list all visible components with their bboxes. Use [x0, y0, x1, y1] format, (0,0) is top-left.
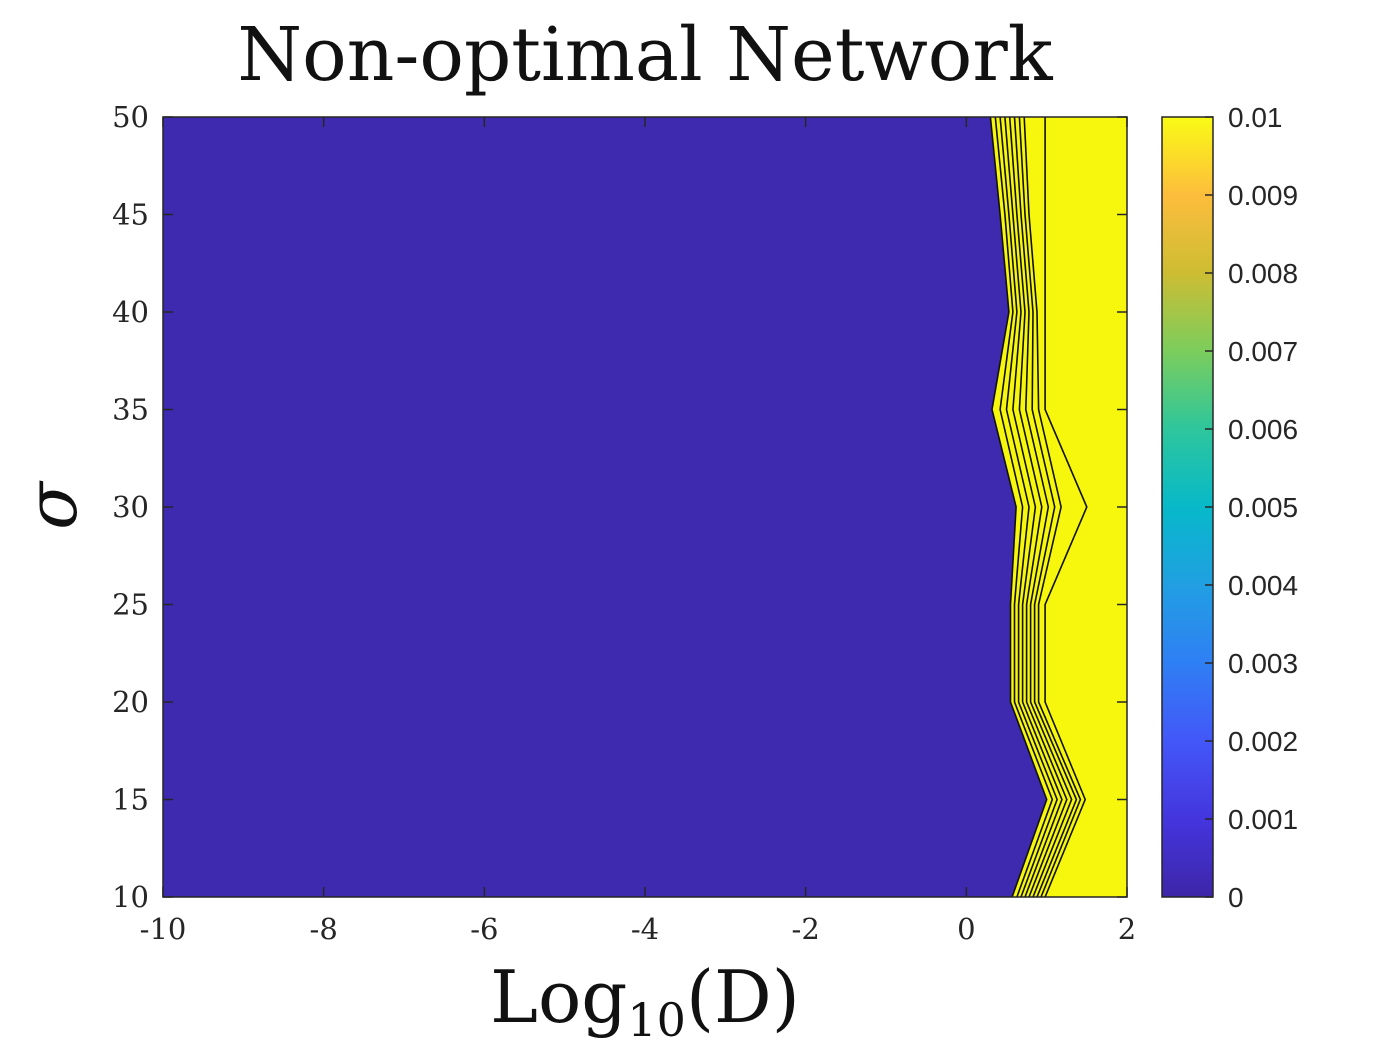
- chart-title: Non-optimal Network: [237, 12, 1053, 98]
- contour-line-0.002: [994, 116, 1054, 898]
- contour-line-0.005: [1008, 116, 1068, 898]
- x-tick-label: -8: [310, 912, 338, 946]
- colorbar-tick-label: 0.004: [1228, 570, 1298, 601]
- contour-line-0.001: [989, 116, 1048, 898]
- contour-line-0.004: [1004, 116, 1063, 898]
- y-tick-label: 35: [112, 393, 149, 427]
- contour-line-0.008: [1023, 116, 1082, 898]
- colorbar-tick-label: 0.009: [1228, 180, 1298, 211]
- colorbar-tick-label: 0.008: [1228, 258, 1298, 289]
- y-tick-label: 45: [112, 198, 149, 232]
- axes: -10 -8 -6 -4 -2 0 2 10 15 20 25 30 35 40 45 50: [112, 100, 1136, 946]
- x-axis-label-sub: 10: [627, 993, 686, 1047]
- y-tick-label: 10: [112, 880, 149, 914]
- x-tick-label: -2: [792, 912, 820, 946]
- x-tick-label: 2: [1118, 912, 1136, 946]
- y-tick-label: 50: [112, 100, 149, 134]
- x-axis-label: Log10(D): [490, 955, 800, 1047]
- y-tick-label: 30: [112, 490, 149, 524]
- y-tick-label: 40: [112, 295, 149, 329]
- colorbar-tick-label: 0.006: [1228, 414, 1298, 445]
- colorbar-tick-label: 0: [1228, 882, 1244, 913]
- x-tick-label: -6: [470, 912, 498, 946]
- y-axis-label: σ: [11, 480, 93, 530]
- y-tick-label: 15: [112, 783, 149, 817]
- x-tick-label: -4: [631, 912, 659, 946]
- y-tick-label: 25: [112, 588, 149, 622]
- colorbar-tick-label: 0.001: [1228, 804, 1298, 835]
- y-tick-label: 20: [112, 685, 149, 719]
- contour-line-0.003: [999, 116, 1058, 898]
- colorbar-tick-label: 0.005: [1228, 492, 1298, 523]
- colorbar-gradient: [1161, 116, 1214, 898]
- contour-line-0.006: [1013, 116, 1073, 898]
- contour-line-0.009: [1044, 117, 1088, 898]
- colorbar: 0 0.001 0.002 0.003 0.004 0.005 0.006 0.007 0.00…: [1161, 102, 1298, 913]
- colorbar-tick-label: 0.007: [1228, 336, 1298, 367]
- x-tick-label: -10: [140, 912, 187, 946]
- contour-line-0.007: [1018, 116, 1078, 898]
- contour-region-low: [163, 117, 1127, 897]
- colorbar-tick-label: 0.003: [1228, 648, 1298, 679]
- x-tick-label: 0: [957, 912, 975, 946]
- colorbar-tick-label: 0.002: [1228, 726, 1298, 757]
- colorbar-tick-label: 0.01: [1228, 102, 1283, 133]
- x-axis-label-arg: (D): [686, 955, 800, 1039]
- plot-area: [162, 116, 1128, 898]
- x-axis-label-main: Log: [490, 955, 627, 1039]
